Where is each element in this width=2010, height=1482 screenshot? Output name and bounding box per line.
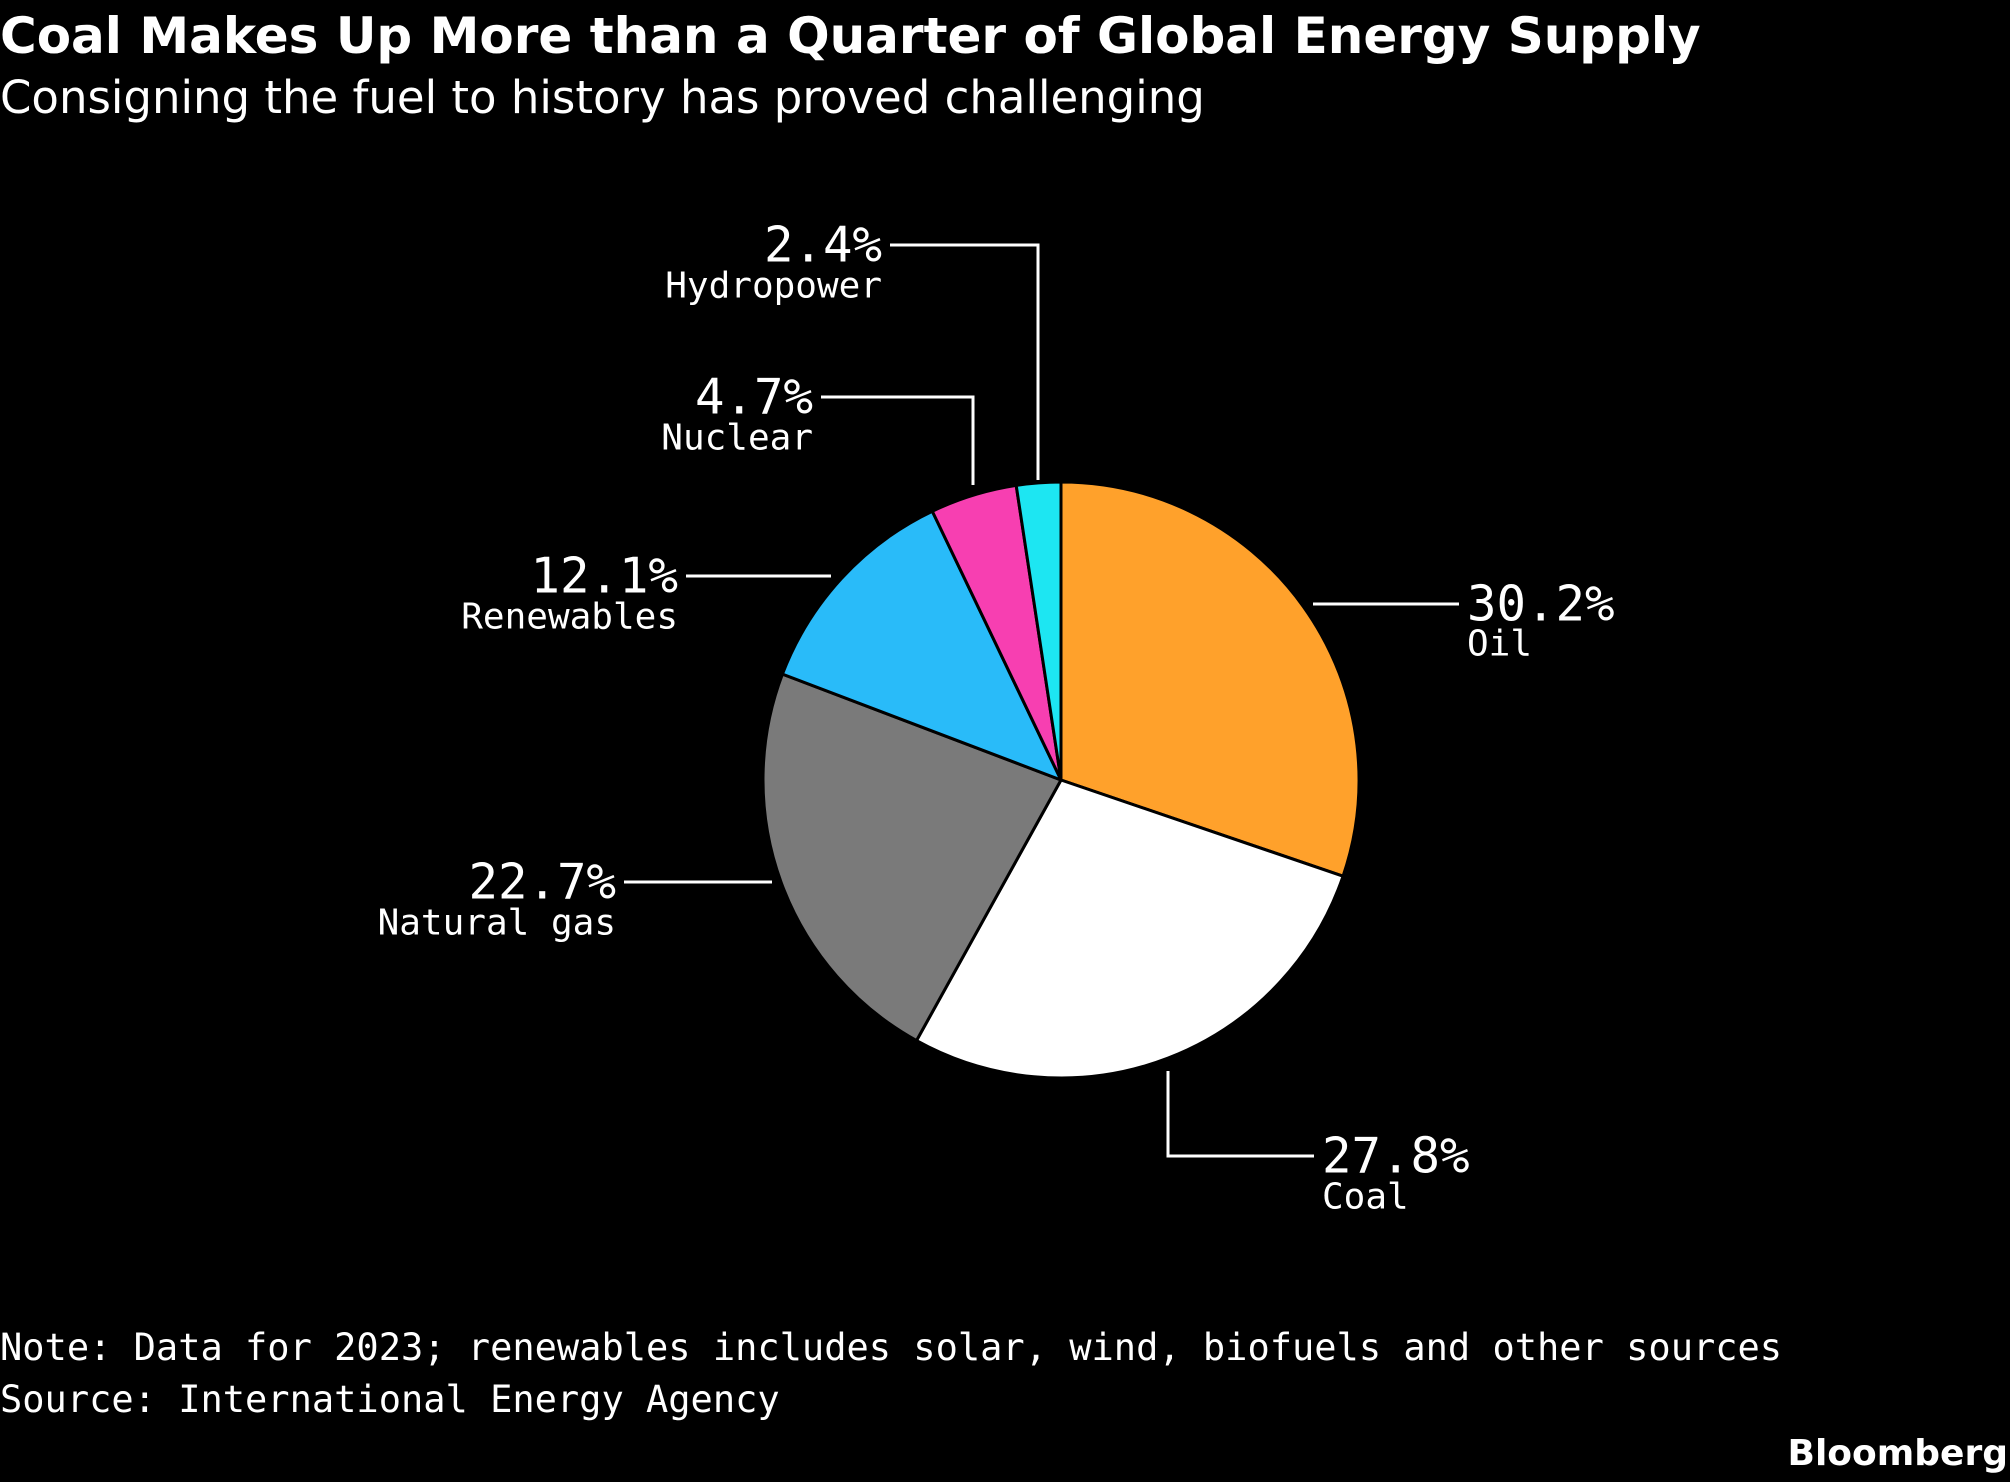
callout-line-coal [1166, 1071, 1314, 1158]
pie-slice-natural-gas [761, 672, 1063, 1043]
pie-slice-hydropower [1014, 480, 1063, 782]
pie-slices [761, 480, 1361, 1080]
data-label-hydropower: 2.4% [764, 217, 882, 274]
category-label-renewables: Renewables [461, 597, 678, 638]
pie-callouts: 30.2%Oil 27.8%Coal 22.7%Natural gas 12.1%Re… [378, 217, 1615, 1218]
data-label-oil: 30.2% [1467, 576, 1615, 633]
data-label-natural-gas: 22.7% [468, 854, 616, 911]
chart-source: Source: International Energy Agency [0, 1378, 780, 1421]
chart-subtitle: Consigning the fuel to history has prove… [0, 71, 1205, 124]
category-label-oil: Oil [1467, 624, 1532, 665]
pie-slice-oil [1059, 480, 1361, 878]
callout-line-hydropower [890, 243, 1040, 480]
category-label-nuclear: Nuclear [661, 418, 813, 459]
category-label-hydropower: Hydropower [665, 266, 882, 307]
chart-note: Note: Data for 2023; renewables includes… [0, 1326, 1783, 1369]
data-label-renewables: 12.1% [530, 548, 678, 605]
category-label-coal: Coal [1322, 1177, 1409, 1218]
pie-slice-renewables [780, 509, 1063, 782]
data-label-coal: 27.8% [1322, 1128, 1470, 1185]
bloomberg-logo: Bloomberg [1787, 1433, 2008, 1474]
callout-line-nuclear [821, 395, 975, 485]
pie-slice-coal [914, 778, 1345, 1080]
category-label-natural-gas: Natural gas [378, 903, 616, 944]
chart-title: Coal Makes Up More than a Quarter of Glo… [0, 7, 1701, 65]
data-label-nuclear: 4.7% [695, 369, 813, 426]
